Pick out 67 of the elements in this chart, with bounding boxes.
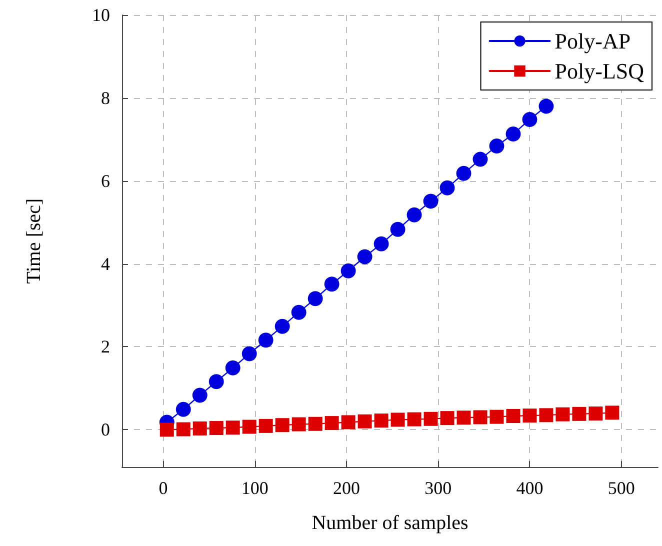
legend-label: Poly-LSQ [554,58,644,84]
point [291,304,306,320]
point [456,410,471,425]
point [324,276,340,292]
point [358,414,372,428]
point [506,408,520,423]
point [539,408,554,422]
x-tick-label: 200 [332,478,360,498]
point [406,207,422,222]
y-tick-label: 0 [101,420,110,440]
point [226,420,240,435]
point [489,138,504,154]
y-tick-label: 10 [92,5,110,25]
y-tick-label: 6 [101,170,110,191]
point [275,418,290,432]
y-tick-label: 2 [101,336,110,357]
point [506,126,521,142]
point [209,421,224,436]
point [440,411,454,426]
point [242,420,256,434]
x-tick-label: 300 [424,478,452,498]
point [176,402,191,417]
point [556,407,570,422]
point [490,410,504,424]
point [605,406,620,420]
point [538,98,554,114]
x-tick-label: 400 [516,478,544,498]
point [192,421,207,436]
point [456,166,472,181]
point [160,422,174,437]
x-axis-title: Number of samples [312,512,469,534]
point [258,332,274,348]
x-tick-label: 100 [241,478,268,498]
point [258,418,273,433]
point [208,374,224,390]
point [440,180,455,196]
point [423,194,438,209]
point [308,416,322,431]
point [407,412,422,426]
point [473,410,488,424]
x-tick-label: 500 [608,478,635,498]
point [341,415,356,430]
legend-label: Poly-AP [554,28,631,54]
point [357,249,372,264]
point [192,388,208,403]
point [308,291,323,306]
point [242,346,257,362]
point [472,152,488,167]
point [274,318,290,334]
x-tick-label: 0 [158,478,168,498]
y-tick-label: 8 [101,88,110,108]
point [340,263,356,278]
point [522,408,537,423]
point [292,417,306,432]
point [390,412,405,427]
point [225,360,240,376]
point [588,406,603,421]
point [374,414,388,428]
point [176,422,190,436]
point [390,222,406,237]
point [324,416,339,430]
point [572,406,586,421]
y-axis-title: Time [sec] [23,198,45,284]
y-tick-label: 4 [101,254,110,274]
point [424,412,438,426]
point [374,236,389,252]
point [522,112,538,127]
